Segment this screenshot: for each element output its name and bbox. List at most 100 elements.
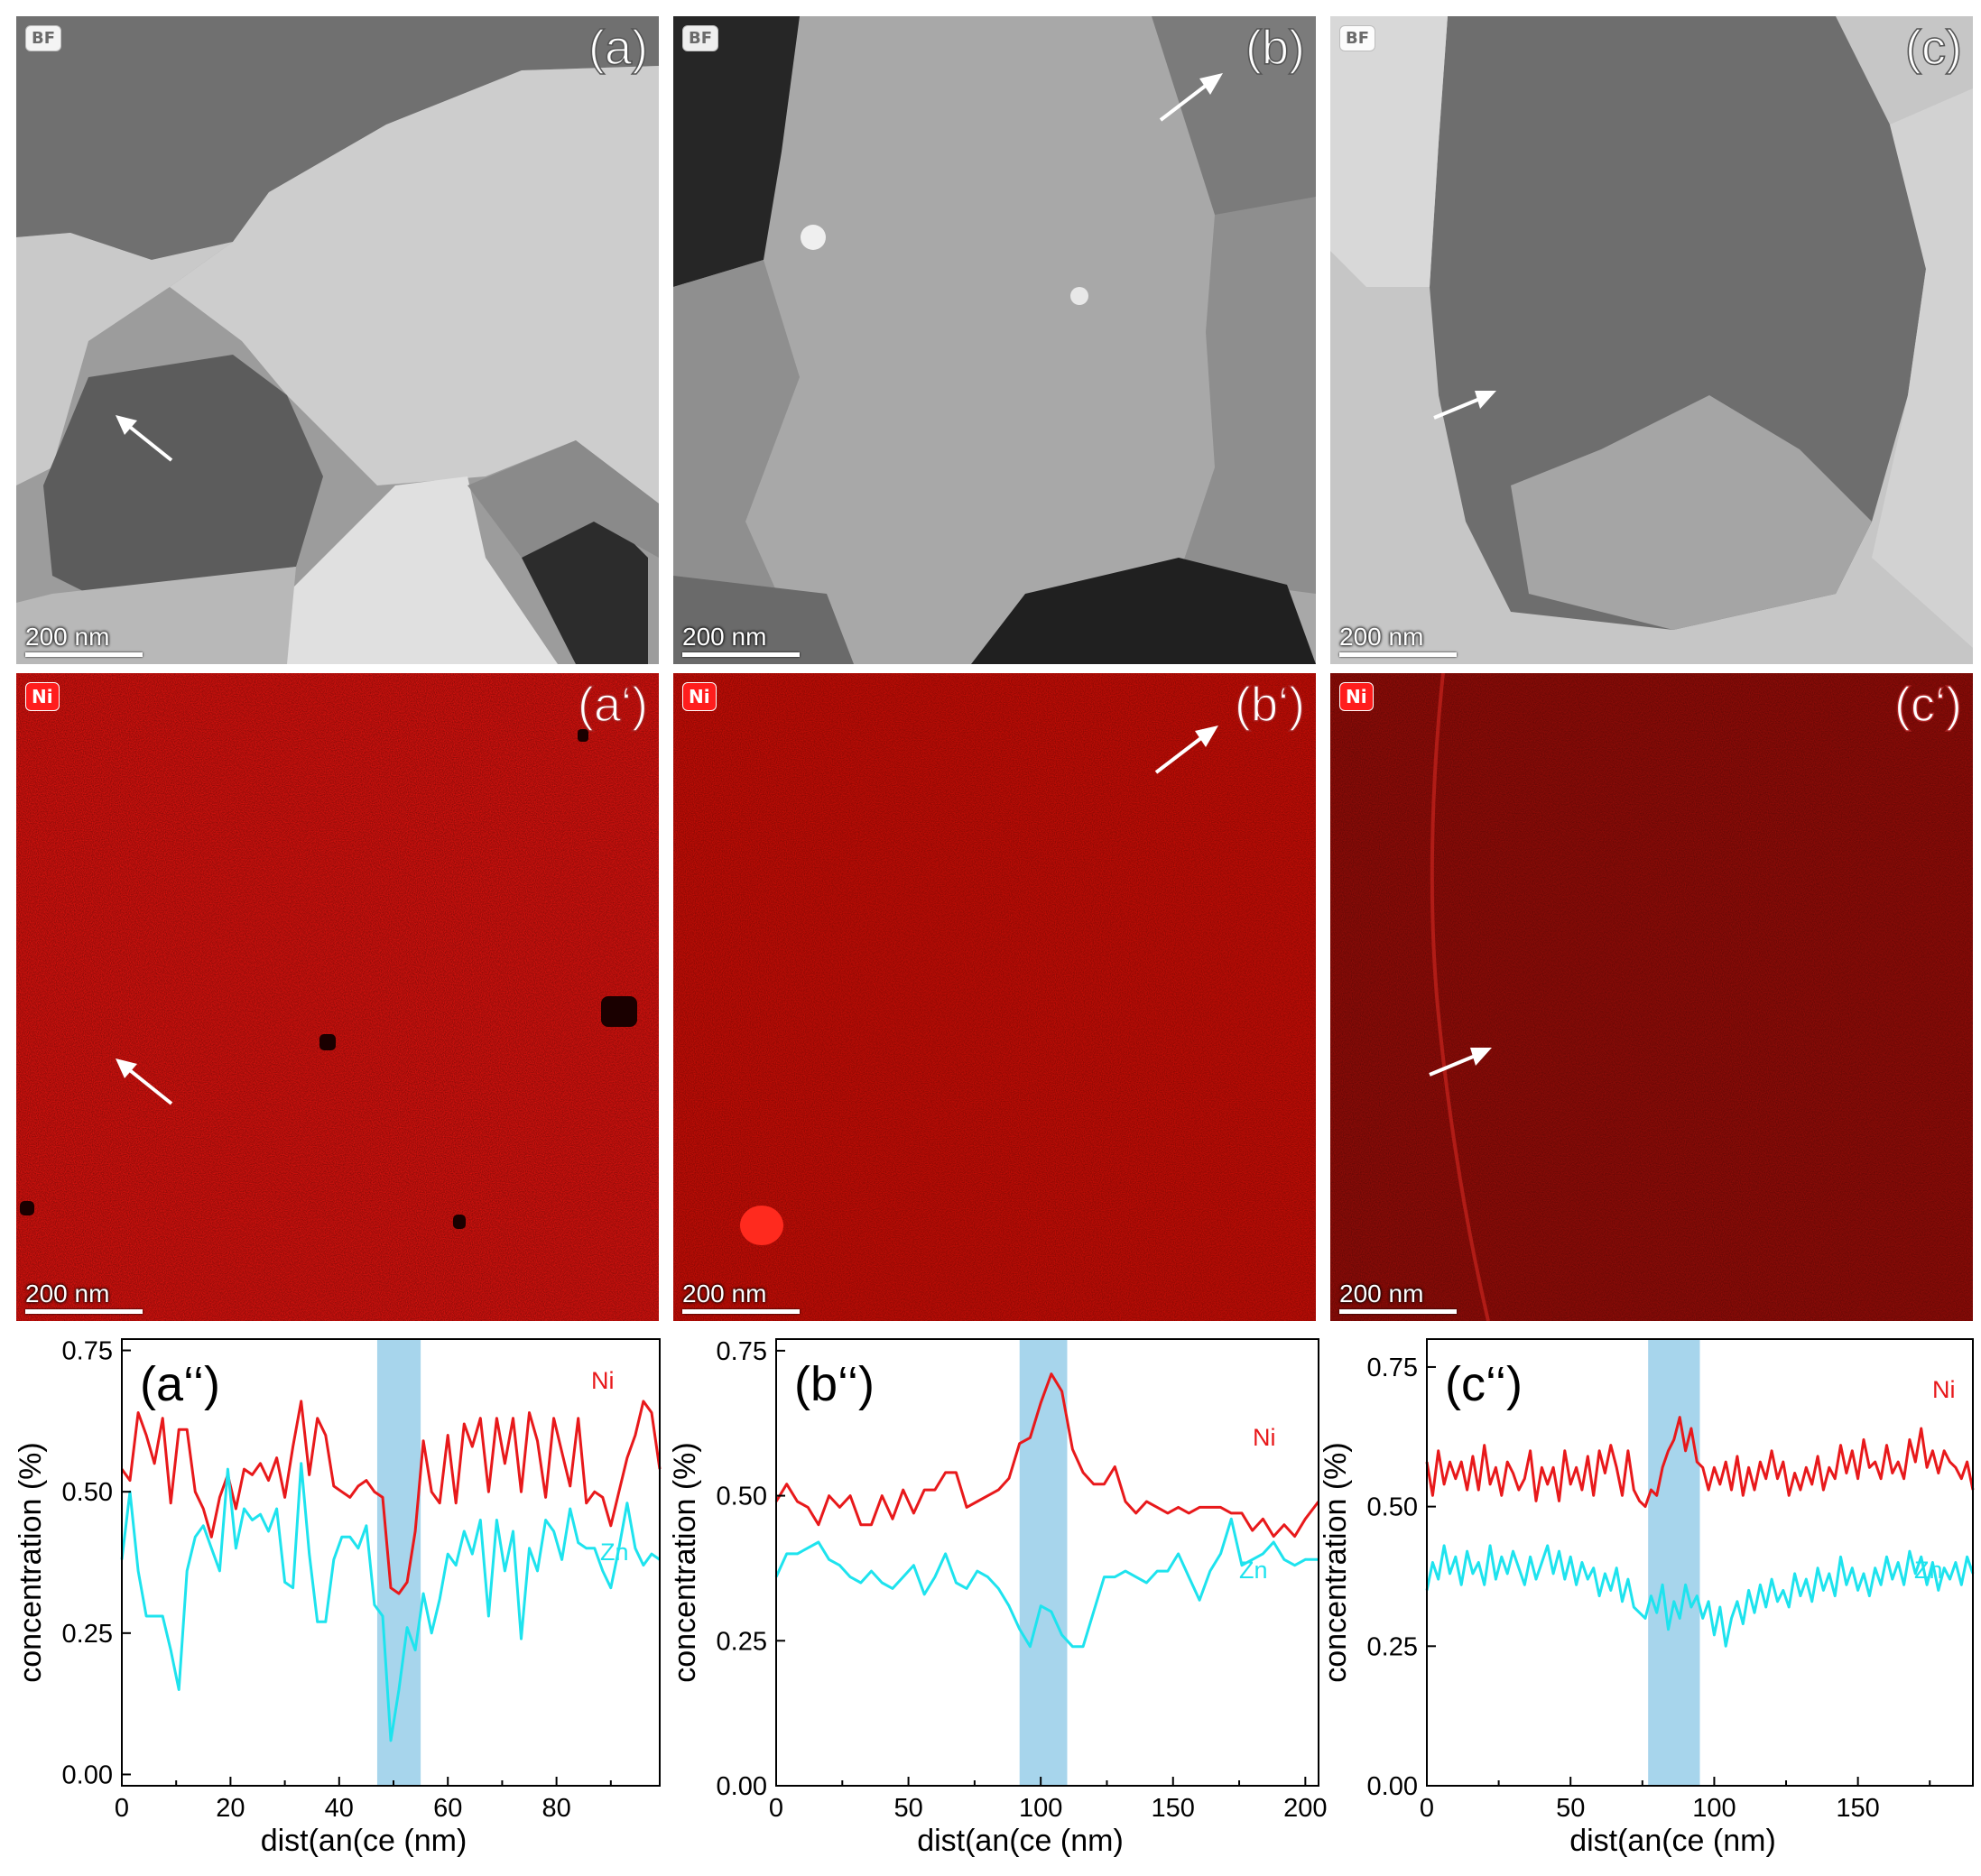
image-panel-c: BF (c) 200 nm bbox=[1330, 16, 1973, 664]
panel-label-b: (b) bbox=[1245, 20, 1306, 76]
image-panel-b: BF (b) 200 nm bbox=[673, 16, 1316, 664]
panel-label-c: (c) bbox=[1904, 20, 1963, 76]
panel-label-a: (a) bbox=[588, 20, 649, 76]
x-tick-label: 0 bbox=[115, 1794, 129, 1823]
y-tick-label: 0.25 bbox=[62, 1620, 113, 1649]
y-tick-label: 0.75 bbox=[62, 1337, 113, 1366]
y-tick-label: 0.25 bbox=[717, 1627, 767, 1656]
image-panel-a: BF (a) 200 nm bbox=[16, 16, 659, 664]
x-tick-label: 0 bbox=[1420, 1794, 1434, 1823]
arrow-icon bbox=[1433, 391, 1496, 420]
series-line-ni bbox=[120, 1400, 662, 1595]
plot-frame bbox=[121, 1338, 661, 1787]
scale-bar-line bbox=[1339, 652, 1457, 657]
arrow-icon bbox=[1159, 73, 1223, 122]
bf-badge: BF bbox=[682, 25, 719, 51]
series-label-ni: Ni bbox=[1932, 1376, 1956, 1403]
highlight-band bbox=[1648, 1339, 1700, 1786]
chart-svg-b: Ni Zn 0.00 0.25 0.50 0.75 0 50 100 150 200 dist(an(… bbox=[668, 1337, 1328, 1858]
y-tick-label: 0.50 bbox=[1367, 1493, 1418, 1522]
series-line-zn bbox=[1425, 1544, 1975, 1648]
x-tick-label: 0 bbox=[769, 1794, 783, 1823]
x-tick-label: 150 bbox=[1152, 1794, 1195, 1823]
ni-badge: Ni bbox=[25, 682, 60, 711]
series-label-zn: Zn bbox=[600, 1539, 629, 1566]
series-label-ni: Ni bbox=[1253, 1424, 1276, 1451]
x-tick-label: 80 bbox=[542, 1794, 570, 1823]
x-tick-label: 100 bbox=[1692, 1794, 1736, 1823]
series-line-zn bbox=[774, 1517, 1319, 1649]
panel-label-c1: (c‘) bbox=[1893, 677, 1962, 733]
chart-panel-label: (b‘‘) bbox=[794, 1357, 875, 1411]
bf-micrograph-a bbox=[16, 16, 659, 664]
ni-map-c bbox=[1330, 673, 1973, 1321]
y-axis-label: concentration (%) bbox=[668, 1442, 702, 1682]
series-label-zn: Zn bbox=[1239, 1557, 1268, 1584]
plot-frame bbox=[1426, 1338, 1974, 1787]
x-tick-label: 150 bbox=[1836, 1794, 1879, 1823]
x-tick-label: 50 bbox=[893, 1794, 922, 1823]
bf-badge: BF bbox=[25, 25, 62, 51]
line-profile-chart-a: Ni Zn 0.00 0.25 0.50 0.75 0 20 40 60 80 dist(an(ce … bbox=[0, 1330, 668, 1871]
x-tick-label: 40 bbox=[325, 1794, 354, 1823]
x-tick-label: 20 bbox=[216, 1794, 245, 1823]
x-tick-label: 100 bbox=[1019, 1794, 1062, 1823]
ni-map-b bbox=[673, 673, 1316, 1321]
y-tick-label: 0.00 bbox=[62, 1760, 113, 1789]
panel-label-a1: (a‘) bbox=[577, 677, 649, 733]
scale-bar-line bbox=[1339, 1309, 1457, 1314]
scale-bar: 200 nm bbox=[1339, 1280, 1457, 1314]
chart-svg-c: Ni Zn 0.00 0.25 0.50 0.75 0 50 100 150 dist(an(ce … bbox=[1319, 1338, 1975, 1858]
y-tick-label: 0.75 bbox=[717, 1337, 767, 1366]
y-axis-label: concentration (%) bbox=[1319, 1442, 1353, 1682]
scale-bar-label: 200 nm bbox=[1339, 1280, 1424, 1308]
chart-svg-a: Ni Zn 0.00 0.25 0.50 0.75 0 20 40 60 80 dist(an(ce … bbox=[14, 1337, 662, 1858]
y-tick-label: 0.50 bbox=[62, 1478, 113, 1507]
x-tick-label: 60 bbox=[433, 1794, 462, 1823]
x-tick-label: 200 bbox=[1283, 1794, 1327, 1823]
ni-map-a bbox=[16, 673, 659, 1321]
scale-bar-line bbox=[25, 1309, 143, 1314]
bf-micrograph-b bbox=[673, 16, 1316, 664]
scale-bar: 200 nm bbox=[1339, 623, 1457, 657]
scale-bar: 200 nm bbox=[25, 623, 143, 657]
arrow-icon bbox=[1429, 1048, 1492, 1077]
series-label-zn: Zn bbox=[1914, 1557, 1943, 1584]
scale-bar-line bbox=[25, 652, 143, 657]
ni-badge: Ni bbox=[682, 682, 717, 711]
series-line-ni bbox=[774, 1372, 1320, 1539]
y-tick-label: 0.00 bbox=[717, 1772, 767, 1801]
ni-map-panel-b: Ni (b‘) 200 nm bbox=[673, 673, 1316, 1321]
x-axis-label: dist(an(ce (nm) bbox=[261, 1824, 467, 1858]
scale-bar-label: 200 nm bbox=[682, 1280, 767, 1308]
line-profile-chart-c: Ni Zn 0.00 0.25 0.50 0.75 0 50 100 150 dist(an(ce … bbox=[1314, 1330, 1981, 1871]
y-axis-label: concentration (%) bbox=[14, 1442, 48, 1682]
series-line-zn bbox=[120, 1462, 661, 1742]
bf-badge: BF bbox=[1339, 25, 1376, 51]
scale-bar-label: 200 nm bbox=[682, 623, 767, 651]
scale-bar-line bbox=[682, 1309, 800, 1314]
chart-panel-label: (a‘‘) bbox=[140, 1357, 220, 1411]
arrow-icon bbox=[116, 1058, 173, 1105]
series-line-ni bbox=[1425, 1416, 1975, 1509]
scale-bar: 200 nm bbox=[682, 1280, 800, 1314]
arrow-icon bbox=[116, 415, 173, 462]
chart-panel-label: (c‘‘) bbox=[1445, 1357, 1523, 1411]
scale-bar-line bbox=[682, 652, 800, 657]
scale-bar-label: 200 nm bbox=[25, 1280, 110, 1308]
highlight-band bbox=[376, 1339, 421, 1786]
scale-bar-label: 200 nm bbox=[1339, 623, 1424, 651]
y-tick-label: 0.25 bbox=[1367, 1632, 1418, 1661]
scale-bar: 200 nm bbox=[682, 623, 800, 657]
scale-bar-label: 200 nm bbox=[25, 623, 110, 651]
highlight-band bbox=[1019, 1339, 1068, 1786]
scale-bar: 200 nm bbox=[25, 1280, 143, 1314]
x-axis-label: dist(an(ce (nm) bbox=[917, 1824, 1124, 1858]
plot-frame bbox=[775, 1338, 1319, 1787]
x-axis-label: dist(an(ce (nm) bbox=[1569, 1824, 1776, 1858]
ni-map-panel-c: Ni (c‘) 200 nm bbox=[1330, 673, 1973, 1321]
line-profile-chart-b: Ni Zn 0.00 0.25 0.50 0.75 0 50 100 150 200 dist(an(… bbox=[657, 1330, 1328, 1871]
ni-badge: Ni bbox=[1339, 682, 1374, 711]
y-tick-label: 0.00 bbox=[1367, 1772, 1418, 1801]
x-tick-label: 50 bbox=[1556, 1794, 1585, 1823]
